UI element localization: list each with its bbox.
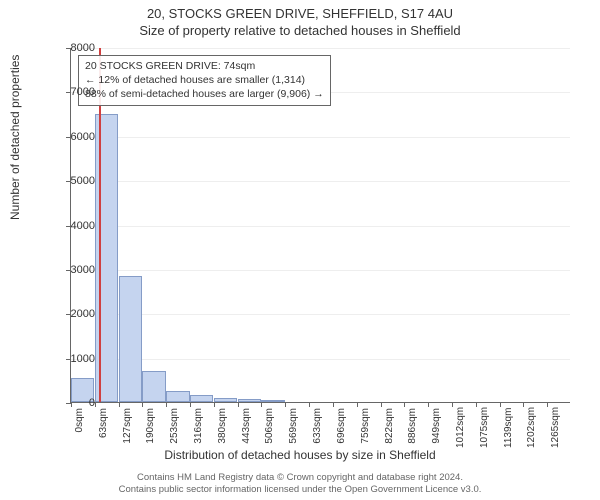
- histogram-bar: [190, 395, 213, 402]
- xtick-label: 0sqm: [74, 408, 85, 448]
- ytick-label: 0: [89, 397, 95, 409]
- xtick-mark: [381, 402, 382, 407]
- xtick-label: 633sqm: [312, 408, 323, 448]
- xtick-label: 1012sqm: [455, 408, 466, 448]
- xtick-mark: [214, 402, 215, 407]
- xtick-mark: [428, 402, 429, 407]
- xtick-mark: [285, 402, 286, 407]
- xtick-label: 443sqm: [241, 408, 252, 448]
- xtick-mark: [333, 402, 334, 407]
- xtick-mark: [190, 402, 191, 407]
- xtick-label: 569sqm: [288, 408, 299, 448]
- gridline: [71, 137, 570, 138]
- chart-title-line1: 20, STOCKS GREEN DRIVE, SHEFFIELD, S17 4…: [0, 0, 600, 21]
- gridline: [71, 359, 570, 360]
- xtick-label: 190sqm: [145, 408, 156, 448]
- xtick-label: 1202sqm: [526, 408, 537, 448]
- xtick-mark: [523, 402, 524, 407]
- xtick-mark: [357, 402, 358, 407]
- ytick-label: 6000: [71, 131, 95, 143]
- xtick-mark: [309, 402, 310, 407]
- xtick-mark: [119, 402, 120, 407]
- info-box-line1: 20 STOCKS GREEN DRIVE: 74sqm: [85, 59, 324, 73]
- y-axis-label: Number of detached properties: [8, 55, 22, 220]
- info-box: 20 STOCKS GREEN DRIVE: 74sqm ← 12% of de…: [78, 55, 331, 106]
- ytick-label: 2000: [71, 308, 95, 320]
- xtick-mark: [476, 402, 477, 407]
- xtick-label: 63sqm: [98, 408, 109, 448]
- histogram-bar: [214, 398, 237, 402]
- ytick-label: 8000: [71, 42, 95, 54]
- xtick-mark: [500, 402, 501, 407]
- xtick-label: 1139sqm: [503, 408, 514, 448]
- histogram-bar: [119, 276, 142, 402]
- ytick-label: 7000: [71, 86, 95, 98]
- xtick-label: 696sqm: [336, 408, 347, 448]
- xtick-label: 886sqm: [407, 408, 418, 448]
- ytick-label: 3000: [71, 264, 95, 276]
- chart-container: 20, STOCKS GREEN DRIVE, SHEFFIELD, S17 4…: [0, 0, 600, 500]
- xtick-label: 822sqm: [384, 408, 395, 448]
- gridline: [71, 181, 570, 182]
- xtick-label: 949sqm: [431, 408, 442, 448]
- histogram-bar: [166, 391, 189, 402]
- xtick-mark: [261, 402, 262, 407]
- info-box-line2: ← 12% of detached houses are smaller (1,…: [85, 73, 324, 87]
- xtick-mark: [238, 402, 239, 407]
- xtick-label: 316sqm: [193, 408, 204, 448]
- xtick-mark: [142, 402, 143, 407]
- footnote-line1: Contains HM Land Registry data © Crown c…: [0, 472, 600, 484]
- footnote: Contains HM Land Registry data © Crown c…: [0, 472, 600, 496]
- histogram-bar: [238, 399, 261, 402]
- xtick-mark: [166, 402, 167, 407]
- x-axis-label: Distribution of detached houses by size …: [0, 448, 600, 462]
- xtick-label: 759sqm: [360, 408, 371, 448]
- ytick-label: 4000: [71, 220, 95, 232]
- xtick-label: 1265sqm: [550, 408, 561, 448]
- xtick-mark: [452, 402, 453, 407]
- xtick-label: 506sqm: [264, 408, 275, 448]
- histogram-bar: [261, 400, 284, 402]
- ytick-label: 5000: [71, 175, 95, 187]
- gridline: [71, 314, 570, 315]
- info-box-line3: 88% of semi-detached houses are larger (…: [85, 87, 324, 101]
- ytick-label: 1000: [71, 353, 95, 365]
- footnote-line2: Contains public sector information licen…: [0, 484, 600, 496]
- xtick-label: 380sqm: [217, 408, 228, 448]
- xtick-mark: [547, 402, 548, 407]
- histogram-bar: [142, 371, 165, 402]
- xtick-mark: [71, 402, 72, 407]
- xtick-mark: [404, 402, 405, 407]
- gridline: [71, 226, 570, 227]
- gridline: [71, 270, 570, 271]
- gridline: [71, 48, 570, 49]
- chart-title-line2: Size of property relative to detached ho…: [0, 21, 600, 38]
- xtick-label: 127sqm: [122, 408, 133, 448]
- xtick-label: 1075sqm: [479, 408, 490, 448]
- xtick-label: 253sqm: [169, 408, 180, 448]
